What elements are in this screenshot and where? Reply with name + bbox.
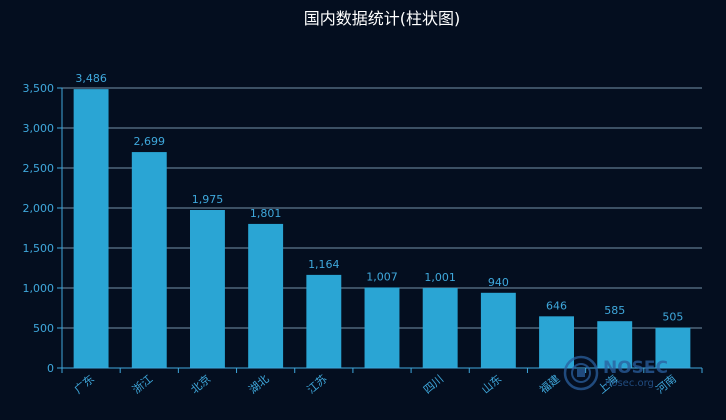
y-tick-label: 0 [47, 362, 54, 375]
y-tick-label: 2,000 [23, 202, 55, 215]
data-label: 1,001 [424, 271, 456, 284]
bar [597, 321, 633, 368]
y-tick-label: 3,000 [23, 122, 55, 135]
data-label: 1,164 [308, 258, 340, 271]
y-tick-label: 3,500 [23, 82, 55, 95]
watermark: NOSEC nosec.org [563, 355, 668, 391]
grid-lines [62, 87, 702, 329]
y-tick-label: 2,500 [23, 162, 55, 175]
x-tick-label: 四川 [421, 372, 446, 396]
watermark-logo-icon [563, 355, 599, 391]
data-label: 1,007 [366, 270, 398, 283]
x-tick-label: 山东 [479, 372, 504, 396]
data-label: 3,486 [75, 72, 107, 85]
x-tick-label: 江苏 [305, 372, 330, 396]
chart-title: 国内数据统计(柱状图) [304, 9, 461, 28]
x-tick-label: 浙江 [130, 372, 155, 396]
data-label: 1,975 [192, 193, 224, 206]
bars [73, 89, 691, 369]
bar [131, 152, 167, 368]
bar [364, 287, 400, 368]
bar [73, 89, 109, 369]
data-label: 646 [546, 299, 567, 312]
data-label: 1,801 [250, 207, 282, 220]
bar [480, 292, 516, 368]
bar [248, 223, 284, 368]
x-tick-label: 北京 [188, 372, 214, 397]
y-tick-label: 500 [33, 322, 54, 335]
bar [655, 327, 691, 368]
y-tick-label: 1,500 [23, 242, 55, 255]
bar [306, 274, 342, 368]
x-tick-label: 福建 [537, 372, 563, 397]
bar [539, 316, 574, 368]
watermark-text: NOSEC [603, 358, 668, 378]
x-tick-label: 湖北 [246, 372, 271, 396]
x-tick-label: 广东 [72, 372, 97, 396]
data-label: 940 [488, 276, 509, 289]
bar [190, 210, 225, 368]
bar [422, 287, 458, 368]
data-label: 585 [604, 304, 625, 317]
data-label: 2,699 [134, 135, 166, 148]
y-tick-label: 1,000 [23, 282, 55, 295]
data-label: 505 [662, 311, 683, 324]
data-labels: 3,486 2,699 1,975 1,801 1,164 1,007 1,001 940 64… [75, 72, 683, 323]
y-axis-ticks: 0 500 1,000 1,500 2,000 2,500 3,000 3,500 [23, 82, 62, 375]
watermark-url: nosec.org [605, 378, 654, 389]
